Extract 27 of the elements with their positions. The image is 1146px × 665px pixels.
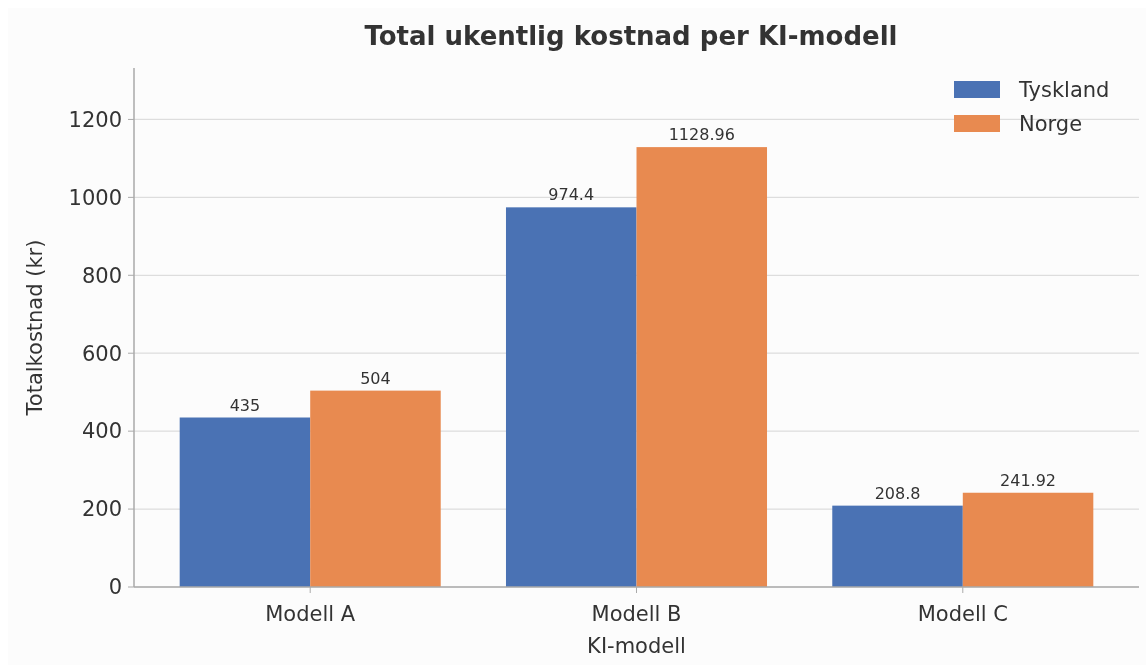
data-label: 1128.96	[668, 125, 735, 145]
legend-label: Norge	[1019, 112, 1083, 137]
y-tick-label: 0	[108, 575, 122, 600]
y-tick-label: 800	[81, 263, 122, 288]
legend-label: Tyskland	[1018, 78, 1110, 103]
x-tick-label: Modell B	[591, 602, 682, 626]
y-tick-label: 400	[81, 419, 122, 444]
data-label: 241.92	[1000, 470, 1057, 490]
data-label: 435	[229, 395, 261, 415]
y-tick-label: 1200	[68, 107, 122, 132]
y-tick-label: 600	[81, 341, 122, 366]
chart-title: Total ukentlig kostnad per KI-modell	[364, 21, 898, 51]
bar	[505, 207, 637, 587]
y-axis-title: Totalkostnad (kr)	[23, 239, 47, 417]
data-label: 208.8	[874, 483, 921, 503]
bar	[179, 417, 311, 587]
bar	[310, 390, 441, 587]
y-tick-label: 1000	[68, 185, 122, 210]
bar	[832, 505, 963, 587]
bar	[636, 147, 768, 587]
y-tick-label: 200	[81, 497, 122, 522]
x-tick-label: Modell C	[917, 602, 1008, 626]
data-label: 974.4	[548, 185, 595, 205]
x-axis-title: KI-modell	[587, 634, 686, 658]
data-label: 504	[360, 368, 391, 388]
x-tick-label: Modell A	[265, 602, 356, 626]
bar	[962, 492, 1094, 587]
